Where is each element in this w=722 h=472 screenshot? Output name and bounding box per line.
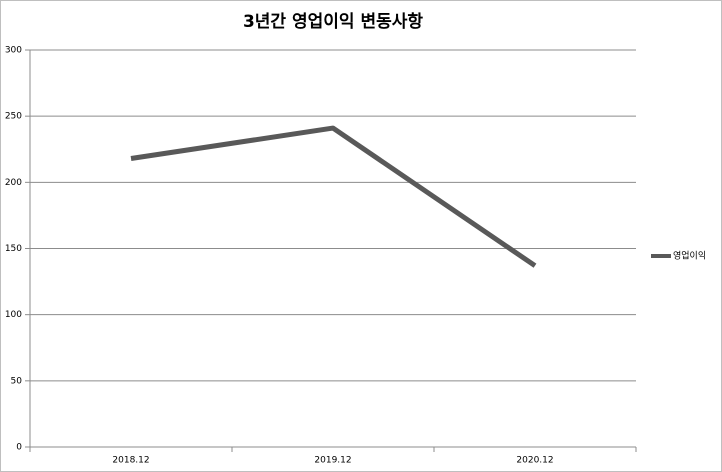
y-tick-label: 200 (5, 178, 22, 188)
legend-label: 영업이익 (673, 250, 706, 262)
chart-title: 3년간 영업이익 변동사항 (243, 11, 423, 32)
x-tick-label: 2020.12 (516, 456, 553, 466)
y-tick-label: 0 (16, 443, 22, 453)
y-tick-label: 250 (5, 112, 22, 122)
line-series (130, 125, 537, 268)
y-tick-label: 50 (11, 376, 23, 386)
x-tick-label: 2018.12 (112, 456, 149, 466)
y-tick-label: 150 (5, 244, 22, 254)
y-tick-label: 100 (5, 310, 22, 320)
x-tick-label: 2019.12 (314, 456, 351, 466)
y-tick-label: 300 (5, 46, 22, 56)
